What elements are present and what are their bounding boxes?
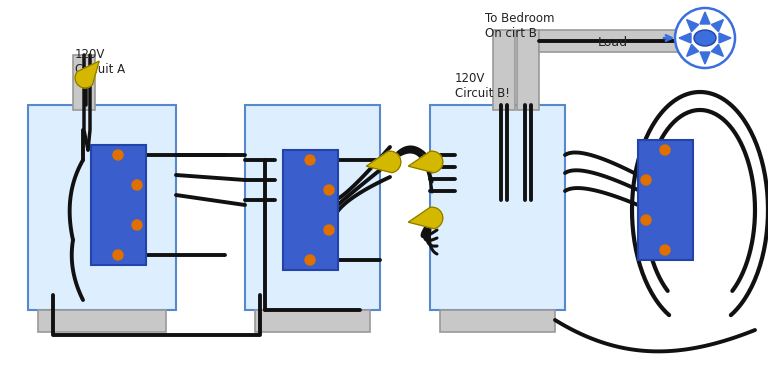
Bar bbox=[28, 105, 176, 310]
Bar bbox=[38, 310, 166, 332]
Circle shape bbox=[660, 245, 670, 255]
Ellipse shape bbox=[694, 30, 716, 46]
Polygon shape bbox=[711, 45, 723, 56]
Circle shape bbox=[641, 215, 651, 225]
Polygon shape bbox=[409, 151, 443, 173]
Text: To Bedroom
On cirt B: To Bedroom On cirt B bbox=[485, 12, 554, 40]
Circle shape bbox=[324, 225, 334, 235]
Polygon shape bbox=[679, 33, 691, 43]
Bar bbox=[638, 140, 693, 260]
Polygon shape bbox=[687, 45, 699, 56]
Bar bbox=[517, 30, 539, 110]
Polygon shape bbox=[366, 151, 401, 173]
Circle shape bbox=[113, 250, 123, 260]
Circle shape bbox=[305, 255, 315, 265]
Polygon shape bbox=[687, 20, 699, 32]
Circle shape bbox=[641, 175, 651, 185]
Polygon shape bbox=[719, 33, 731, 43]
Circle shape bbox=[113, 150, 123, 160]
Polygon shape bbox=[409, 207, 443, 229]
Text: Load: Load bbox=[598, 35, 628, 49]
Bar bbox=[440, 310, 555, 332]
Bar bbox=[283, 150, 338, 270]
Bar bbox=[91, 145, 146, 265]
Text: 120V
Circuit B!: 120V Circuit B! bbox=[455, 72, 510, 100]
Polygon shape bbox=[711, 20, 723, 32]
Bar bbox=[255, 310, 370, 332]
Circle shape bbox=[675, 8, 735, 68]
Circle shape bbox=[132, 220, 142, 230]
Text: 120V
Circuit A: 120V Circuit A bbox=[75, 48, 125, 76]
Bar bbox=[430, 105, 565, 310]
Bar bbox=[245, 105, 380, 310]
Circle shape bbox=[324, 185, 334, 195]
Circle shape bbox=[305, 155, 315, 165]
Polygon shape bbox=[700, 12, 710, 24]
Bar bbox=[539, 30, 719, 52]
Polygon shape bbox=[700, 52, 710, 64]
Bar bbox=[493, 30, 515, 110]
Circle shape bbox=[660, 145, 670, 155]
Circle shape bbox=[132, 180, 142, 190]
Polygon shape bbox=[75, 61, 99, 88]
Bar bbox=[73, 55, 95, 110]
